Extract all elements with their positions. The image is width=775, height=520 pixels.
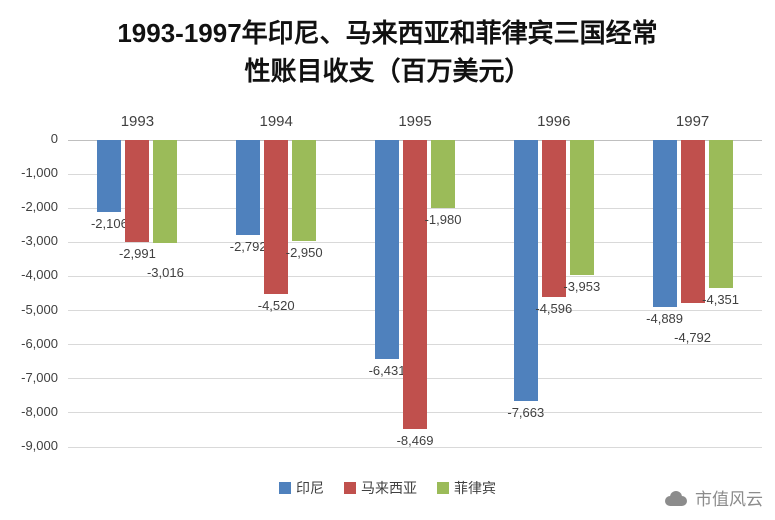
chart-title: 1993-1997年印尼、马来西亚和菲律宾三国经常 性账目收支（百万美元） [0, 14, 775, 90]
data-label-philippines-1997: -4,351 [702, 292, 740, 308]
y-axis-tick-label: -2,000 [21, 199, 58, 215]
legend-label-malaysia: 马来西亚 [361, 480, 417, 496]
data-label-philippines-1993: -3,016 [146, 265, 184, 281]
y-axis-tick-label: -9,000 [21, 438, 58, 453]
watermark-logo-icon [665, 490, 687, 506]
category-label-1995: 1995 [398, 113, 432, 130]
y-axis-tick-label: -4,000 [21, 267, 58, 283]
legend-swatch-philippines [437, 482, 449, 494]
bar-indonesia-1997 [652, 140, 677, 307]
y-axis-tick-label: -1,000 [21, 165, 58, 181]
data-label-philippines-1995: -1,980 [424, 211, 462, 227]
data-label-indonesia-1994: -2,792 [229, 239, 267, 255]
y-axis-tick-label: -8,000 [21, 403, 58, 419]
chart-legend: 印尼 马来西亚 菲律宾 [0, 478, 775, 498]
y-axis-tick-label: -5,000 [21, 301, 58, 317]
y-axis-tick-label: -3,000 [21, 233, 58, 249]
legend-label-philippines: 菲律宾 [454, 480, 496, 496]
legend-item-indonesia: 印尼 [279, 478, 324, 498]
legend-swatch-indonesia [279, 482, 291, 494]
data-label-indonesia-1993: -2,106 [90, 215, 128, 231]
data-label-malaysia-1994: -4,520 [257, 298, 295, 314]
bar-philippines-1994 [292, 140, 317, 241]
bar-indonesia-1996 [513, 140, 538, 402]
bar-philippines-1996 [569, 140, 594, 275]
bar-malaysia-1996 [541, 140, 566, 297]
legend-item-philippines: 菲律宾 [437, 478, 496, 498]
bar-malaysia-1997 [680, 140, 705, 304]
data-label-indonesia-1995: -6,431 [368, 363, 406, 379]
data-label-philippines-1994: -2,950 [285, 244, 323, 260]
chart-title-line-2: 性账目收支（百万美元） [244, 56, 531, 86]
data-label-malaysia-1996: -4,596 [535, 300, 573, 316]
category-label-1997: 1997 [675, 113, 710, 130]
y-axis-tick-label: -7,000 [21, 369, 58, 385]
bar-indonesia-1994 [236, 140, 261, 236]
bar-philippines-1993 [153, 140, 178, 243]
data-label-malaysia-1995: -8,469 [396, 432, 434, 448]
data-label-indonesia-1997: -4,889 [646, 310, 684, 326]
legend-label-indonesia: 印尼 [296, 480, 324, 496]
bar-indonesia-1993 [97, 140, 122, 212]
bar-indonesia-1995 [375, 140, 399, 360]
gridline [68, 446, 762, 448]
bar-philippines-1997 [708, 140, 733, 289]
watermark-text: 市值风云 [695, 490, 763, 509]
category-label-1994: 1994 [259, 113, 293, 130]
legend-item-malaysia: 马来西亚 [344, 478, 417, 498]
chart-title-line-1: 1993-1997年印尼、马来西亚和菲律宾三国经常 [117, 18, 658, 48]
data-label-malaysia-1993: -2,991 [118, 246, 156, 262]
y-axis-tick-label: -6,000 [21, 335, 58, 351]
bar-malaysia-1994 [264, 140, 289, 295]
bar-malaysia-1993 [125, 140, 150, 243]
data-label-indonesia-1996: -7,663 [507, 405, 545, 421]
bar-malaysia-1995 [403, 140, 427, 429]
bar-philippines-1995 [431, 140, 455, 208]
legend-swatch-malaysia [344, 482, 356, 494]
data-label-malaysia-1997: -4,792 [674, 329, 712, 345]
y-axis-tick-label: 0 [50, 131, 58, 146]
category-label-1996: 1996 [537, 113, 571, 130]
watermark: 市值风云 [662, 485, 763, 510]
category-label-1993: 1993 [120, 113, 155, 130]
data-label-philippines-1996: -3,953 [563, 278, 601, 294]
